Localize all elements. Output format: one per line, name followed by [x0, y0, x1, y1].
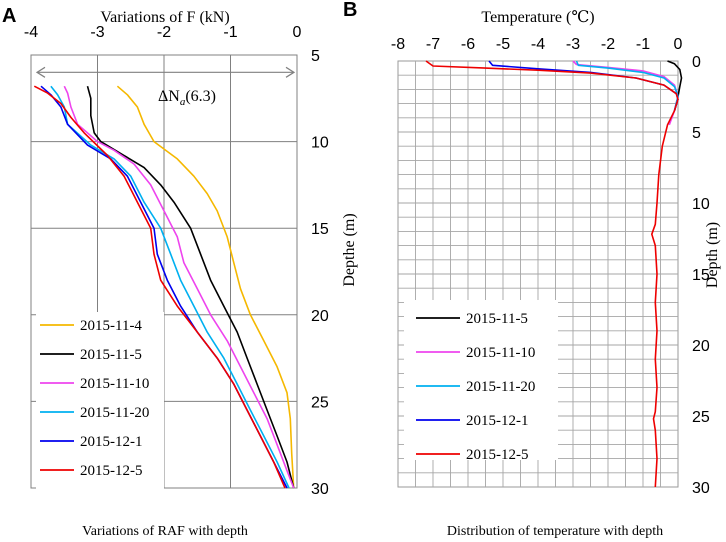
panel-a-y-tick-label: 25: [311, 394, 329, 411]
panel-b-x-ticks: -8 -7 -6 -5 -4 -3 -2 -1 0: [391, 36, 683, 53]
panel-a-x-tick-label: -4: [24, 24, 38, 41]
panel-b-y-tick-label: 30: [692, 480, 710, 497]
panel-b-x-tick-label: -5: [496, 36, 510, 53]
panel-b-legend-box: [404, 300, 558, 460]
panel-a-x-tick-label: 0: [293, 24, 302, 41]
panel-b-y-tick-label: 25: [692, 409, 710, 426]
panel-a-y-axis-title: Depthe (m): [341, 213, 358, 286]
panel-a-series-line-2015-11-10: [63, 85, 295, 489]
panel-a-annotation: ΔNa(6.3): [35, 66, 296, 108]
panel-b-legend-label: 2015-12-5: [466, 447, 529, 463]
panel-b-caption: Distribution of temperature with depth: [447, 524, 663, 539]
panel-b-legend-label: 2015-12-1: [466, 413, 529, 429]
delta-n-value: (6.3): [185, 88, 216, 105]
panel-a-legend-label: 2015-11-4: [80, 318, 142, 334]
delta-n-subscript: a: [180, 96, 186, 108]
panel-b-y-tick-label: 20: [692, 338, 710, 355]
panel-a-series-line-2015-12-5: [33, 85, 286, 489]
panel-a-x-ticks: -4 -3 -2 -1 0: [24, 24, 302, 41]
panel-a-caption: Variations of RAF with depth: [82, 524, 248, 539]
delta-n-arrowhead-right: [285, 66, 296, 78]
panel-b-y-tick-label: 5: [692, 125, 701, 142]
panel-a-legend-label: 2015-11-10: [80, 376, 149, 392]
panel-a-x-tick-label: -3: [90, 24, 104, 41]
delta-n-arrowhead-left: [35, 66, 46, 78]
panel-a-x-axis-title: Variations of F (kN): [100, 9, 229, 26]
panel-b-x-tick-label: 0: [674, 36, 683, 53]
panel-b-y-axis-title: Depth (m): [704, 222, 721, 288]
delta-n-label: ΔNa(6.3): [158, 88, 216, 108]
panel-b-x-tick-label: -3: [566, 36, 580, 53]
panel-b-x-tick-label: -6: [461, 36, 475, 53]
panel-b-chart: B Temperature (℃) -8 -7 -6 -5 -4 -3 -2 -1 0 0 5 10…: [343, 0, 721, 539]
panel-a-chart: A Variations of F (kN) -4 -3 -2 -1 0 5 10 15 20…: [2, 5, 358, 539]
panel-a-y-ticks: 5 10 15 20 25 30: [311, 48, 329, 498]
panel-b-x-tick-label: -2: [601, 36, 615, 53]
panel-a-legend-label: 2015-12-1: [80, 434, 143, 450]
panel-b-series-line-2015-12-5: [425, 60, 679, 488]
panel-a-legend-label: 2015-12-5: [80, 463, 143, 479]
panel-a-label: A: [2, 5, 16, 27]
panel-b-x-tick-label: -8: [391, 36, 405, 53]
panel-b-y-tick-label: 0: [692, 54, 701, 71]
panel-a-series-line-2015-11-4: [116, 85, 295, 489]
panel-b-legend-label: 2015-11-10: [466, 345, 535, 361]
panel-a-y-tick-label: 30: [311, 481, 329, 498]
panel-b-label: B: [343, 0, 357, 21]
panel-b-x-tick-label: -1: [636, 36, 650, 53]
panel-b-x-tick-label: -7: [426, 36, 440, 53]
panel-a-series-line-2015-11-5: [86, 85, 295, 489]
panel-b-series: [425, 60, 683, 488]
panel-a-y-tick-label: 10: [311, 135, 329, 152]
panel-b-legend-label: 2015-11-5: [466, 311, 528, 327]
panel-b-x-tick-label: -4: [531, 36, 545, 53]
panel-a-x-tick-label: -1: [223, 24, 237, 41]
panel-b-x-axis-title: Temperature (℃): [481, 9, 594, 26]
panel-a-y-tick-label: 5: [311, 48, 320, 65]
panel-b-y-tick-label: 15: [692, 267, 710, 284]
panel-b-legend: 2015-11-5 2015-11-10 2015-11-20 2015-12-1 20…: [404, 300, 558, 463]
panel-a-legend: 2015-11-4 2015-11-5 2015-11-10 2015-11-20 20…: [36, 312, 164, 494]
panel-b-y-tick-label: 10: [692, 196, 710, 213]
panel-a-series: [33, 85, 295, 489]
delta-n-symbol: ΔN: [158, 88, 180, 105]
panel-b-legend-label: 2015-11-20: [466, 379, 535, 395]
panel-a-y-tick-label: 15: [311, 221, 329, 238]
panel-a-legend-label: 2015-11-5: [80, 347, 142, 363]
panel-a-x-tick-label: -2: [157, 24, 171, 41]
panel-a-y-tick-label: 20: [311, 308, 329, 325]
panel-a-legend-label: 2015-11-20: [80, 405, 149, 421]
panel-a-legend-box: [36, 312, 164, 494]
panel-b-y-ticks: 0 5 10 15 20 25 30: [692, 54, 710, 497]
